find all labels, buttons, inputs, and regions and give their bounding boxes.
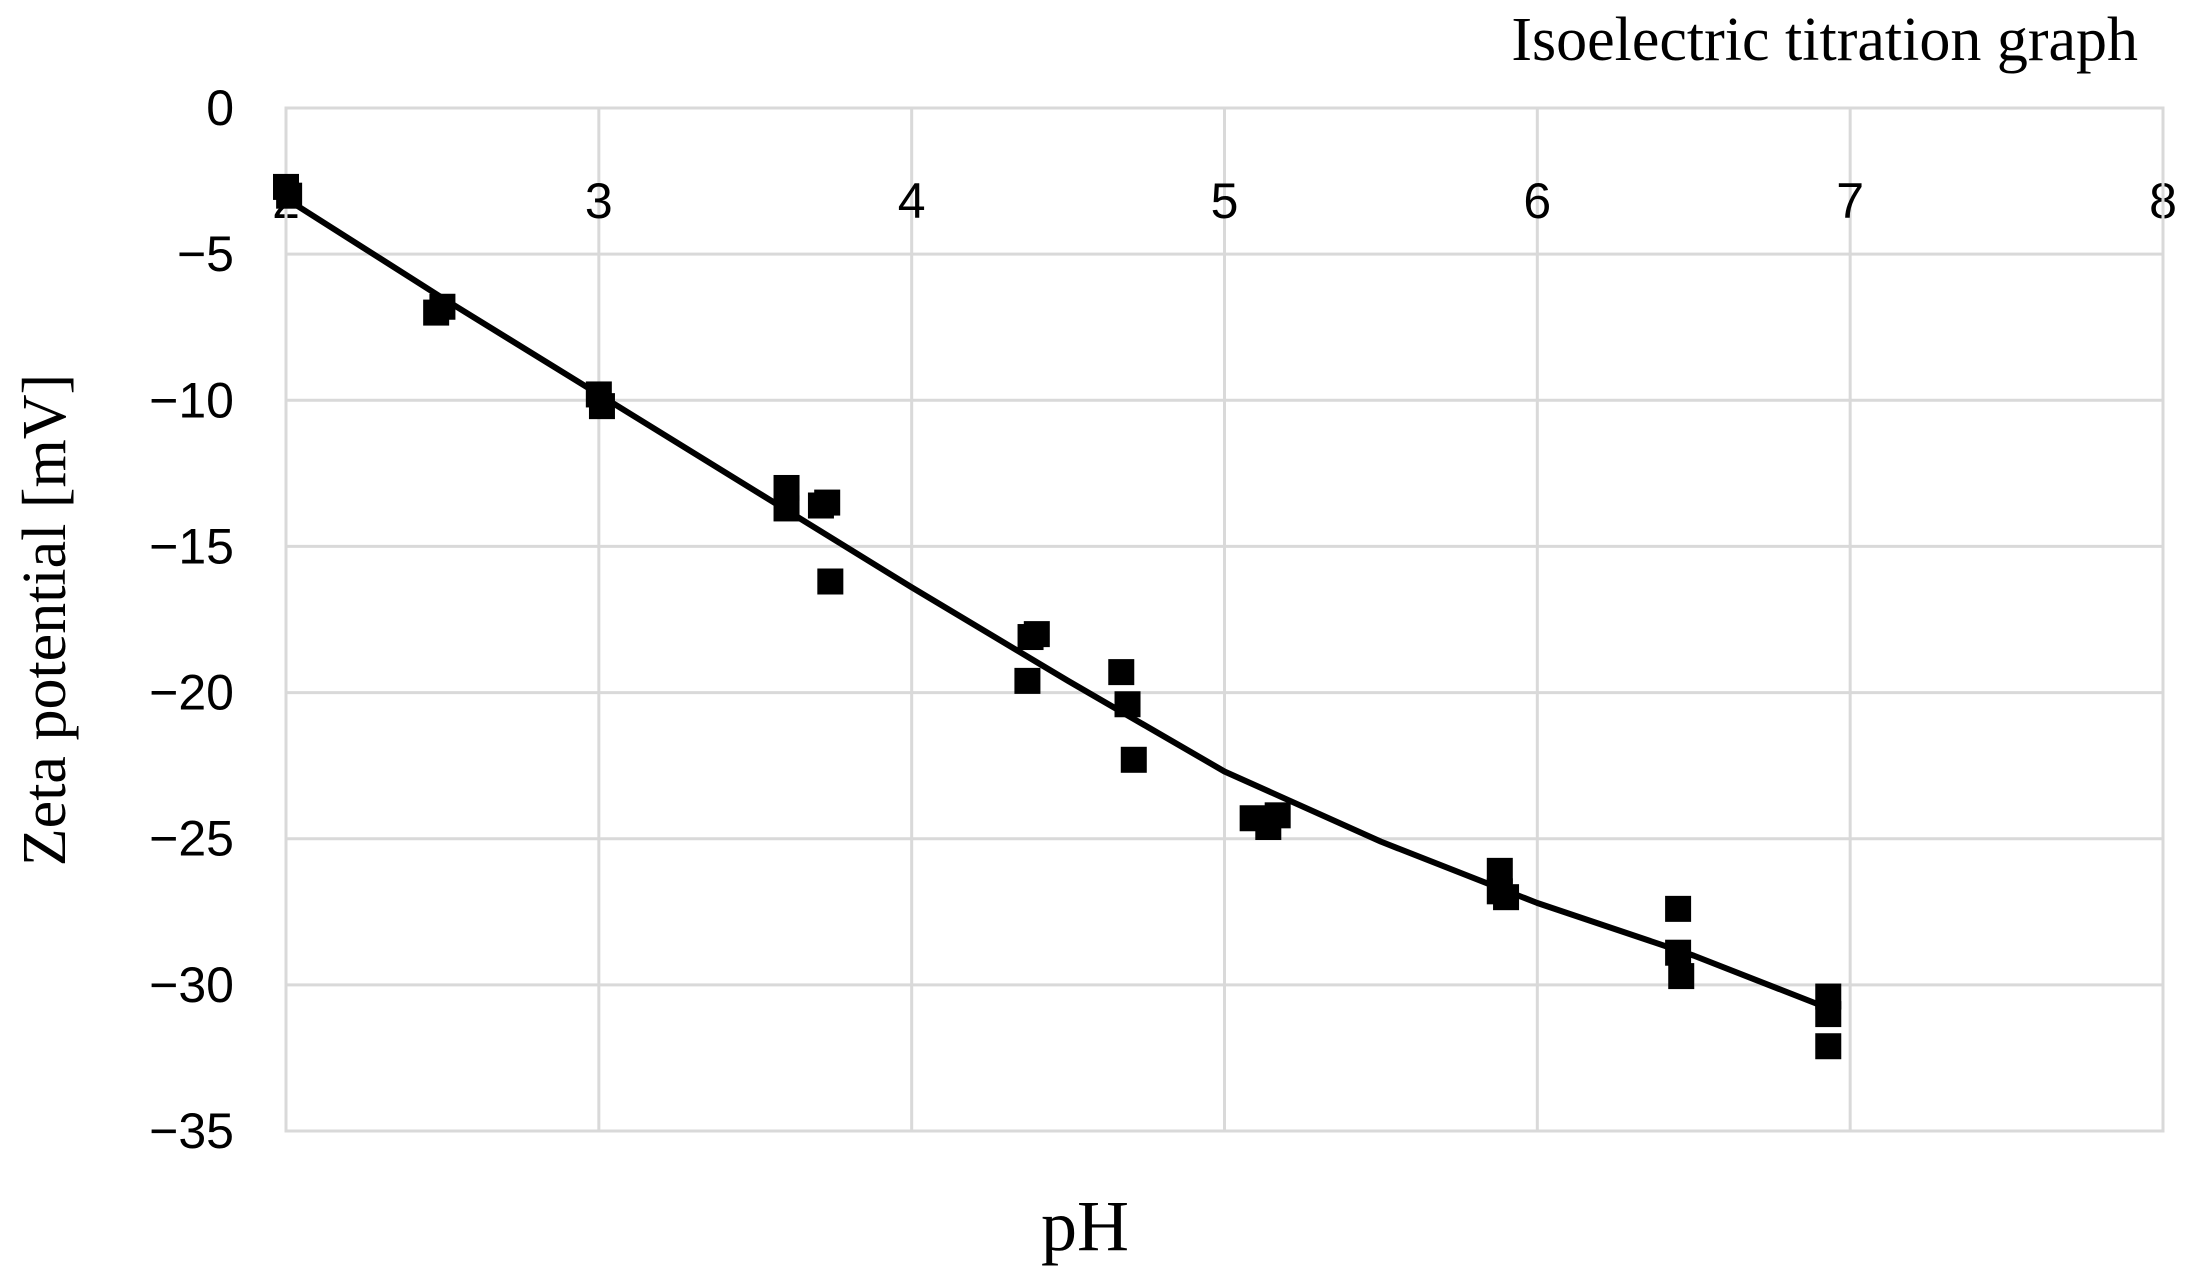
marker [814, 489, 841, 516]
x-tick-label: 7 [1836, 173, 1864, 229]
y-axis-label: Zeta potential [mV] [11, 374, 79, 866]
x-tick-label: 5 [1211, 173, 1239, 229]
y-tick-label: −5 [177, 226, 234, 282]
chart-title: Isoelectric titration graph [1511, 6, 2138, 74]
marker [1120, 746, 1147, 773]
marker [1665, 895, 1692, 922]
marker [1815, 1033, 1842, 1060]
marker [1014, 667, 1041, 694]
y-tick-label: −10 [149, 372, 234, 428]
marker [1023, 621, 1050, 648]
marker [1264, 802, 1291, 829]
y-tick-label: 0 [206, 80, 234, 136]
plot-frame [284, 106, 2165, 1133]
x-tick-label: 4 [898, 173, 926, 229]
trend-line [284, 196, 1830, 1012]
marker [1668, 963, 1695, 990]
marker [1108, 659, 1135, 686]
y-tick-label: −25 [149, 811, 234, 867]
y-tick-label: −15 [149, 518, 234, 574]
x-axis-label: pH [1041, 1186, 1129, 1266]
y-tick-label: −35 [149, 1103, 234, 1159]
y-tick-label: −20 [149, 665, 234, 721]
x-tick-label: 3 [585, 173, 613, 229]
marker [817, 568, 844, 595]
x-tick-label: 6 [1523, 173, 1551, 229]
y-tick-label: −30 [149, 957, 234, 1013]
